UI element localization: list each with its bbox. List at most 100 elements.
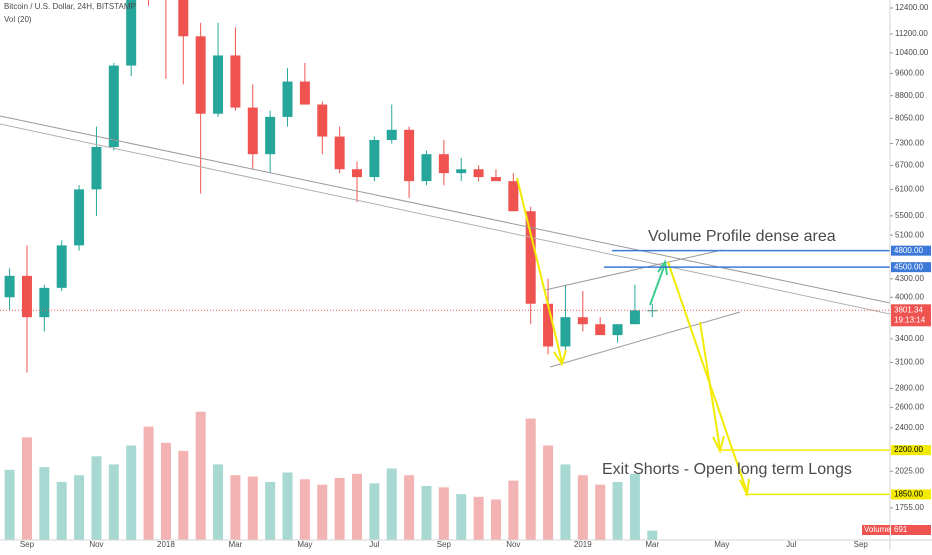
y-tick-label: 5500.00: [895, 211, 924, 220]
volume-layer: [4, 411, 658, 540]
volume-bar: [456, 494, 467, 540]
volume-bar: [39, 467, 50, 540]
candle-body: [473, 169, 484, 178]
volume-bar: [247, 476, 258, 540]
volume-bar: [143, 426, 154, 540]
trendline: [0, 115, 890, 304]
candle-body: [386, 129, 397, 140]
volume-bar: [386, 468, 397, 540]
candle-layer: [4, 0, 658, 373]
y-tick-label: 6700.00: [895, 161, 924, 170]
x-tick-label: Jul: [369, 540, 379, 549]
volume-bar: [490, 499, 501, 540]
volume-bar: [91, 456, 102, 540]
y-tick-label: 5100.00: [895, 230, 924, 239]
x-tick-label: Jul: [786, 540, 796, 549]
trendline: [0, 123, 890, 315]
volume-bar: [108, 464, 119, 540]
last-price-box: [891, 304, 931, 327]
candle-body: [334, 136, 345, 170]
volume-bar: [421, 486, 432, 540]
y-tick-label: 2400.00: [895, 423, 924, 432]
volume-bar: [126, 445, 137, 540]
y-tick-label: 8800.00: [895, 91, 924, 100]
channel-line: [544, 249, 723, 291]
y-tick-label: 3400.00: [895, 334, 924, 343]
volume-bar: [282, 472, 293, 540]
annotation: Volume Profile dense area: [648, 228, 836, 245]
level-label-box: [891, 245, 931, 256]
level-label-box: [891, 262, 931, 273]
x-tick-label: Nov: [506, 540, 520, 549]
x-tick-label: 2019: [574, 540, 592, 549]
y-tick-label: 4000.00: [895, 292, 924, 301]
y-tick-label: 1755.00: [895, 503, 924, 512]
volume-bar: [265, 481, 276, 540]
candle-body: [39, 287, 50, 318]
x-tick-label: Mar: [229, 540, 243, 549]
volume-bar: [612, 481, 623, 540]
candle-body: [404, 129, 415, 182]
candle-body: [74, 189, 85, 246]
arrow: [667, 261, 748, 493]
volume-bar: [508, 480, 519, 540]
candle-body: [213, 55, 224, 114]
y-tick-label: 9600.00: [895, 69, 924, 78]
indicator-label: Vol (20): [4, 15, 32, 24]
candle-body: [508, 181, 519, 212]
volume-value-box: [891, 525, 931, 535]
candle-body: [560, 317, 571, 347]
volume-bar: [404, 475, 415, 540]
volume-bar: [334, 477, 345, 540]
level-label: 2200.00: [894, 445, 923, 454]
candle-body: [247, 107, 258, 155]
y-tick-label: 2025.00: [895, 466, 924, 475]
y-tick-label: 12400.00: [895, 3, 929, 12]
volume-bar: [4, 469, 15, 540]
volume-bar: [74, 475, 85, 540]
candle-body: [352, 169, 362, 178]
candle-body: [456, 169, 467, 174]
candle-body: [629, 310, 640, 325]
x-tick-label: Sep: [854, 540, 869, 549]
volume-bar: [178, 450, 189, 540]
arrow-head: [712, 435, 725, 454]
volume-bar: [352, 473, 362, 540]
last-price-label: 3801.34: [894, 305, 923, 314]
volume-bar: [543, 445, 554, 540]
x-tick-label: Nov: [89, 540, 103, 549]
candle-body: [543, 303, 554, 347]
volume-bar: [317, 484, 328, 540]
candle-body: [178, 0, 189, 37]
volume-bar: [629, 473, 640, 540]
volume-label: Volume: [864, 525, 891, 534]
candle-body: [369, 139, 380, 178]
channel-line: [549, 311, 741, 368]
candle-body: [21, 275, 32, 318]
x-tick-label: 2018: [157, 540, 175, 549]
candle-body: [195, 36, 206, 114]
level-label: 1850.00: [894, 490, 923, 499]
volume-bar: [21, 437, 32, 540]
y-tick-label: 2800.00: [895, 384, 924, 393]
y-tick-label: 8050.00: [895, 114, 924, 123]
candle-body: [282, 81, 293, 117]
chart-title: Bitcoin / U.S. Dollar, 24H, BITSTAMP: [4, 2, 136, 11]
arrow-head: [553, 349, 567, 367]
candle-body: [265, 116, 276, 155]
volume-bar: [195, 411, 206, 540]
volume-bar: [577, 475, 588, 540]
candle-body: [126, 0, 137, 66]
candle-body: [108, 65, 119, 147]
x-tick-label: May: [297, 540, 312, 549]
arrow: [516, 177, 563, 363]
candle-body: [525, 211, 536, 304]
volume-bar: [595, 484, 606, 540]
arrow-head: [657, 259, 668, 276]
countdown: 19:13:14: [894, 315, 926, 324]
y-tick-label: 11200.00: [895, 29, 928, 38]
candle-body: [612, 324, 623, 336]
